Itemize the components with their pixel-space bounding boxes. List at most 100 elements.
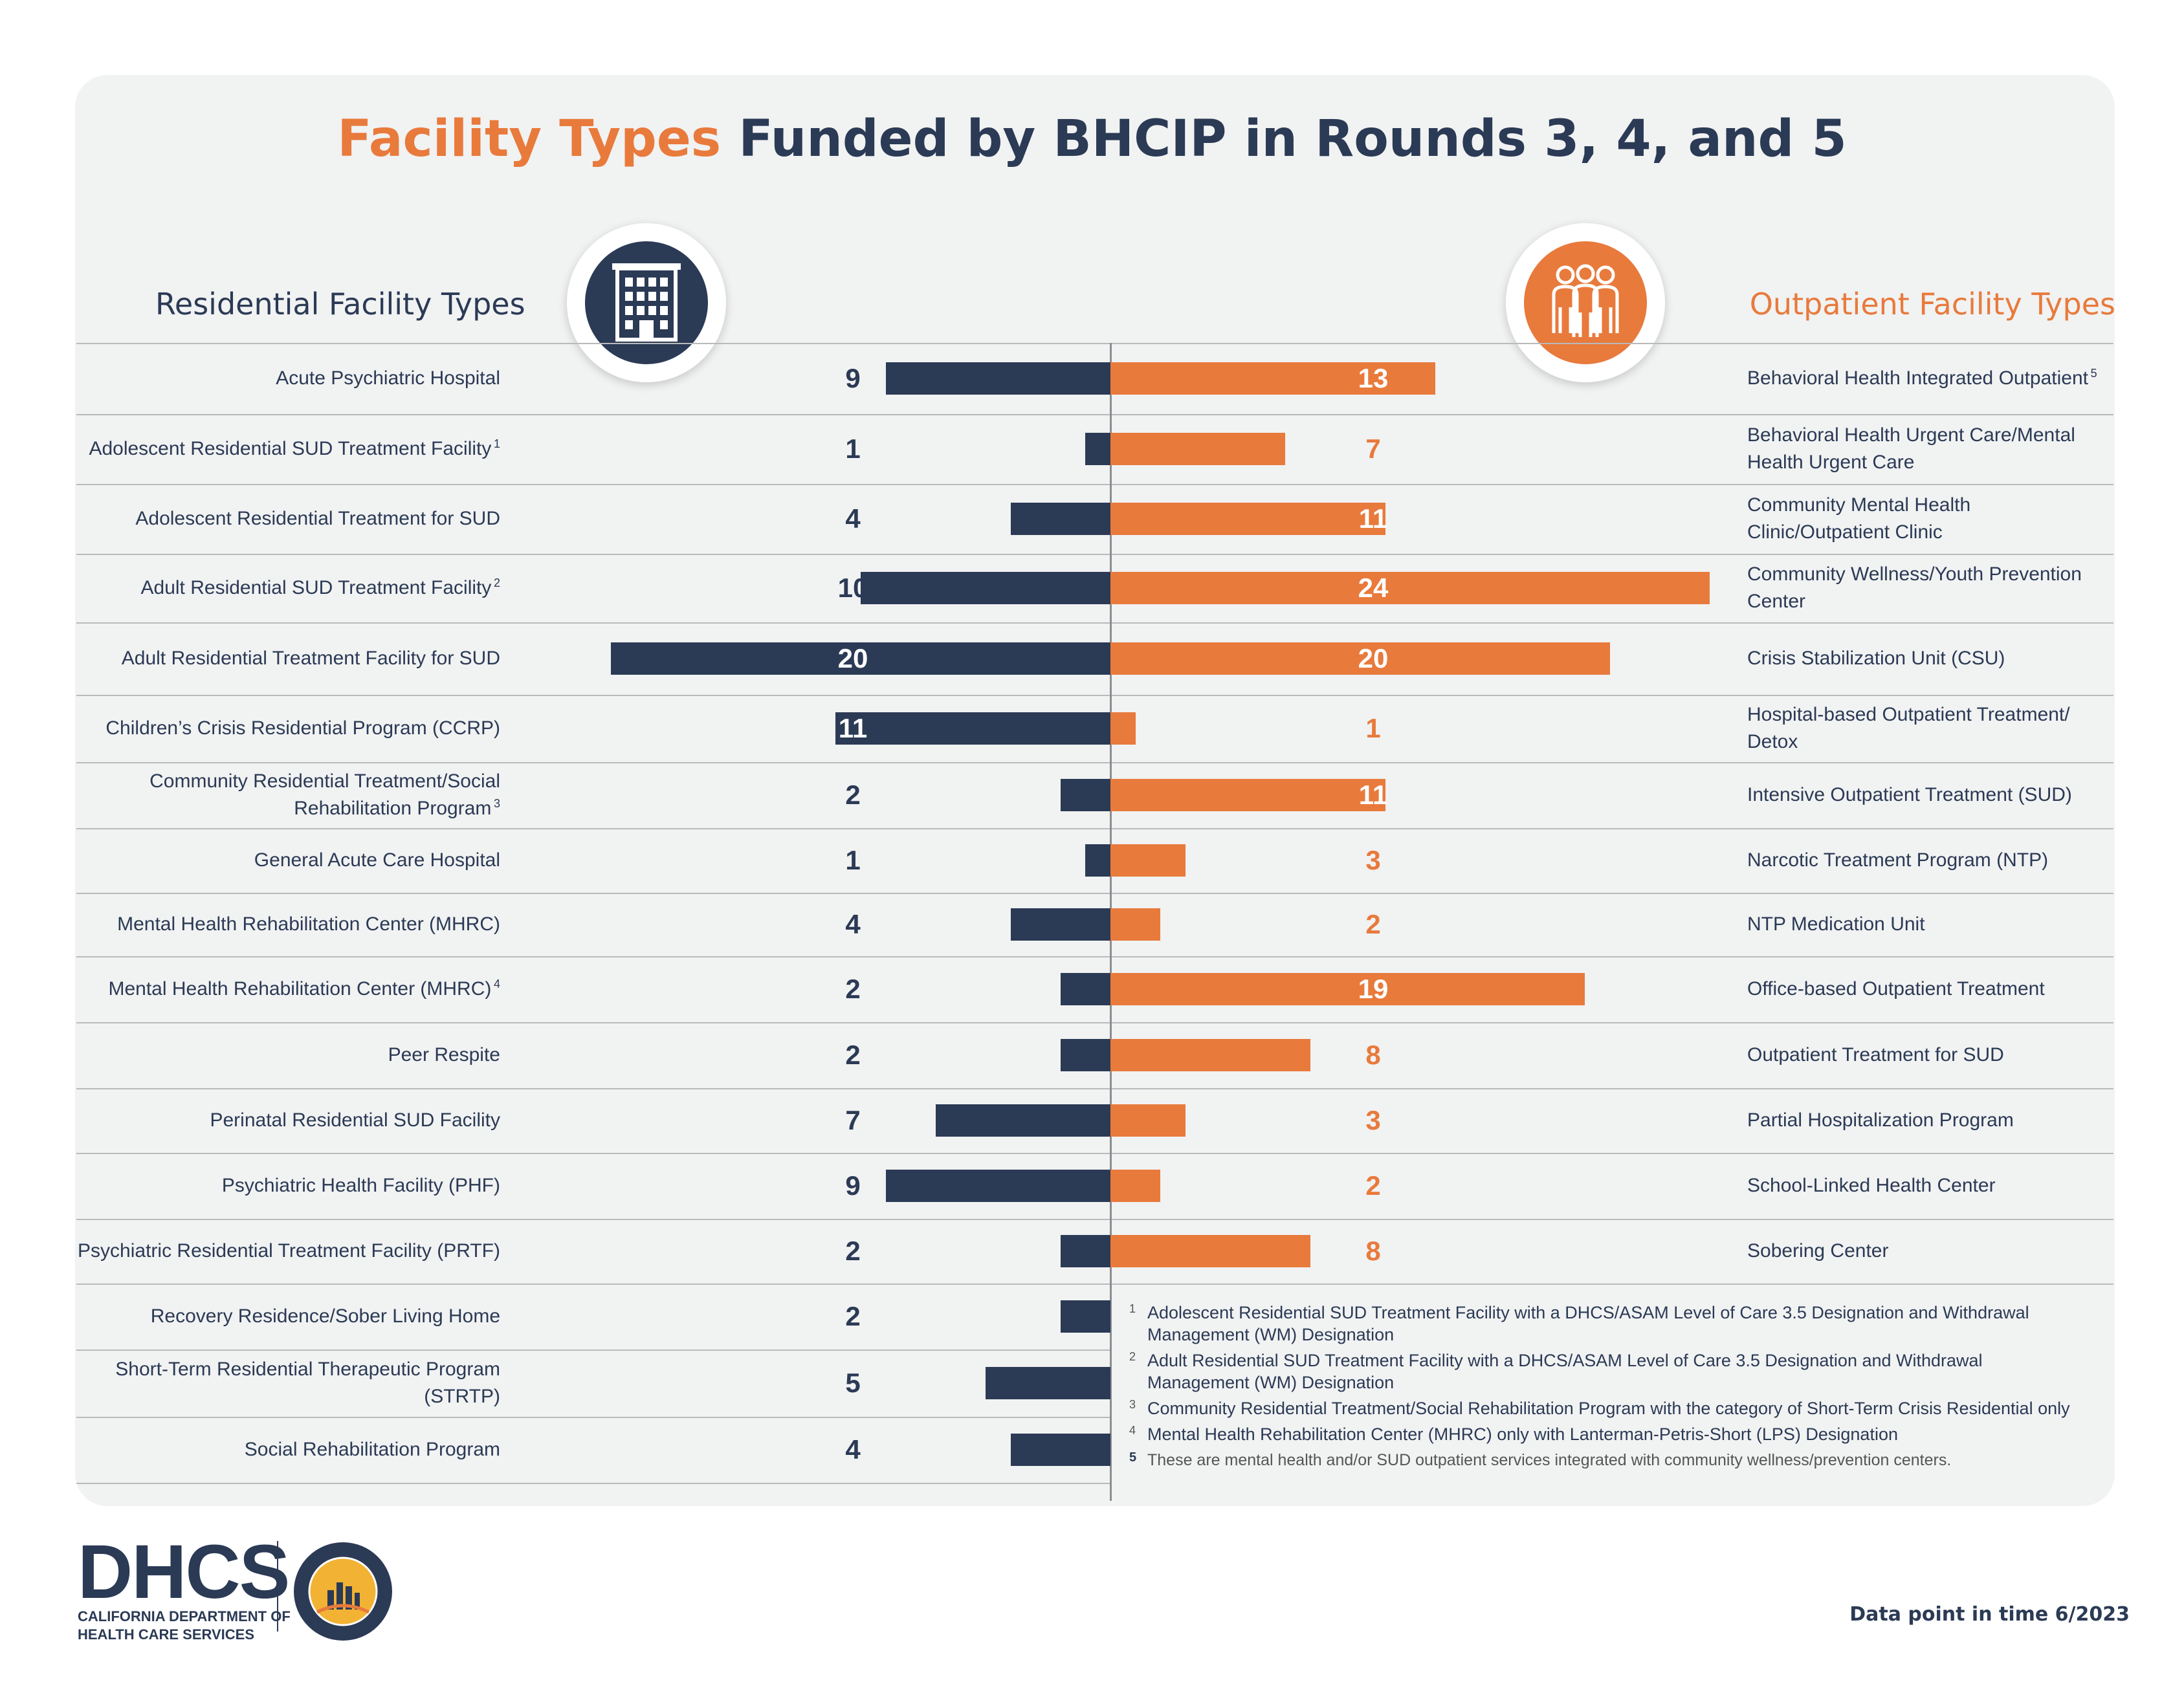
residential-bar [861, 572, 1110, 604]
outpatient-bar [1110, 779, 1385, 811]
outpatient-category-label: NTP Medication Unit [1747, 913, 1925, 935]
residential-value-label: 4 [845, 909, 861, 939]
outpatient-value-label: 7 [1365, 433, 1381, 464]
outpatient-category-label: Narcotic Treatment Program (NTP) [1747, 849, 2049, 871]
row-divider [76, 893, 1110, 894]
outpatient-category-label: Behavioral Health Urgent Care/Mental Hea… [1747, 424, 2075, 473]
row-divider [1110, 1022, 2113, 1023]
row-divider [76, 762, 1110, 763]
outpatient-bar [1110, 503, 1385, 535]
row-divider [1110, 414, 2113, 415]
residential-bar [885, 1170, 1110, 1202]
residential-value-label: 20 [837, 643, 868, 673]
outpatient-value-label: 3 [1365, 845, 1381, 875]
outpatient-value-label: 11 [1358, 780, 1388, 810]
outpatient-bar [1110, 973, 1585, 1005]
residential-bar [986, 1367, 1110, 1399]
chart-title: Facility Types Funded by BHCIP in Rounds… [337, 110, 1847, 168]
row-divider [76, 1283, 1110, 1285]
outpatient-bar [1110, 712, 1136, 745]
outpatient-bar [1110, 572, 1710, 604]
residential-category-label: Recovery Residence/Sober Living Home [150, 1305, 500, 1327]
residential-category-label: Adolescent Residential SUD Treatment Fac… [89, 437, 500, 459]
residential-bar [611, 642, 1110, 675]
residential-category-label: Social Rehabilitation Program [244, 1439, 500, 1460]
outpatient-category-label: Community Mental Health Clinic/Outpatien… [1747, 494, 1971, 543]
outpatient-category-label: Partial Hospitalization Program [1747, 1109, 2014, 1131]
row-divider [76, 1219, 1110, 1220]
dhcs-logo: DHCS CALIFORNIA DEPARTMENT OF HEALTH CAR… [78, 1529, 291, 1643]
row-divider [76, 1022, 1110, 1023]
outpatient-category-label: Sobering Center [1747, 1240, 1889, 1262]
row-divider [76, 414, 1110, 415]
residential-category-label: Children’s Crisis Residential Program (C… [105, 717, 500, 739]
residential-value-label: 5 [845, 1368, 861, 1398]
outpatient-value-label: 13 [1358, 363, 1389, 393]
building-icon [567, 223, 726, 382]
outpatient-category-label: Behavioral Health Integrated Outpatient … [1747, 367, 2097, 389]
outpatient-category-label: Intensive Outpatient Treatment (SUD) [1747, 784, 2072, 805]
footnote: 5 These are mental health and/or SUD outp… [1129, 1450, 1952, 1469]
row-divider [1110, 1219, 2113, 1220]
residential-value-label: 10 [837, 573, 868, 603]
outpatient-bar [1110, 844, 1186, 877]
footnote: 3 Community Residential Treatment/Social … [1129, 1398, 2070, 1418]
outpatient-value-label: 8 [1365, 1040, 1381, 1070]
residential-value-label: 11 [838, 713, 868, 743]
residential-bar [835, 712, 1110, 745]
outpatient-value-label: 19 [1358, 974, 1389, 1004]
row-divider [1110, 956, 2113, 957]
residential-value-label: 4 [845, 1434, 861, 1465]
row-divider [76, 343, 1110, 344]
residential-bar [1085, 433, 1110, 465]
residential-bar [935, 1104, 1110, 1137]
row-divider [76, 554, 1110, 555]
residential-category-label: Psychiatric Health Facility (PHF) [221, 1175, 500, 1196]
row-divider [1110, 893, 2113, 894]
outpatient-value-label: 2 [1365, 909, 1381, 939]
outpatient-category-label: Crisis Stabilization Unit (CSU) [1747, 648, 2005, 669]
residential-value-label: 1 [845, 845, 861, 875]
residential-bar [1060, 779, 1110, 811]
row-divider [1110, 1153, 2113, 1154]
residential-category-label: Adolescent Residential Treatment for SUD [135, 508, 500, 529]
residential-bar [1060, 973, 1110, 1005]
row-divider [1110, 695, 2113, 696]
residential-value-label: 2 [845, 780, 861, 810]
residential-category-label: Mental Health Rehabilitation Center (MHR… [117, 913, 500, 935]
bhcip-seal-icon [294, 1542, 392, 1641]
outpatient-category-label: Outpatient Treatment for SUD [1747, 1044, 2004, 1065]
logo-divider [277, 1541, 278, 1632]
outpatient-category-label: Community Wellness/Youth Prevention Cent… [1747, 563, 2082, 612]
residential-category-label: Perinatal Residential SUD Facility [210, 1109, 500, 1131]
outpatient-bar [1110, 1235, 1310, 1267]
row-divider [1110, 828, 2113, 829]
residential-bar [1010, 1434, 1110, 1466]
residential-category-label: General Acute Care Hospital [254, 849, 500, 871]
row-divider [1110, 1283, 2113, 1285]
outpatient-value-label: 20 [1358, 643, 1389, 673]
residential-category-label: Psychiatric Residential Treatment Facili… [78, 1240, 500, 1262]
outpatient-category-label: Hospital-based Outpatient Treatment/ Det… [1747, 704, 2070, 752]
residential-bar [1010, 908, 1110, 941]
residential-bar [1060, 1039, 1110, 1071]
row-divider [1110, 484, 2113, 485]
residential-category-label: Peer Respite [388, 1044, 500, 1065]
outpatient-bar [1110, 433, 1286, 465]
residential-value-label: 2 [845, 1040, 861, 1070]
footnote: 1 Adolescent Residential SUD Treatment Fa… [1129, 1302, 2029, 1344]
row-divider [1110, 622, 2113, 624]
footnote: 4 Mental Health Rehabilitation Center (MH… [1129, 1424, 1898, 1444]
residential-bar [1060, 1300, 1110, 1333]
row-divider [76, 1153, 1110, 1154]
residential-category-label: Mental Health Rehabilitation Center (MHR… [108, 978, 500, 999]
row-divider [76, 484, 1110, 485]
residential-value-label: 2 [845, 1236, 861, 1266]
row-divider [76, 1088, 1110, 1089]
footnotes: 1 Adolescent Residential SUD Treatment Fa… [1129, 1302, 2087, 1475]
residential-bar [1060, 1235, 1110, 1267]
outpatient-value-label: 1 [1365, 713, 1381, 743]
outpatient-bar [1110, 908, 1161, 941]
outpatient-category-label: School-Linked Health Center [1747, 1175, 1996, 1196]
residential-category-label: Adult Residential SUD Treatment Facility… [140, 576, 501, 598]
